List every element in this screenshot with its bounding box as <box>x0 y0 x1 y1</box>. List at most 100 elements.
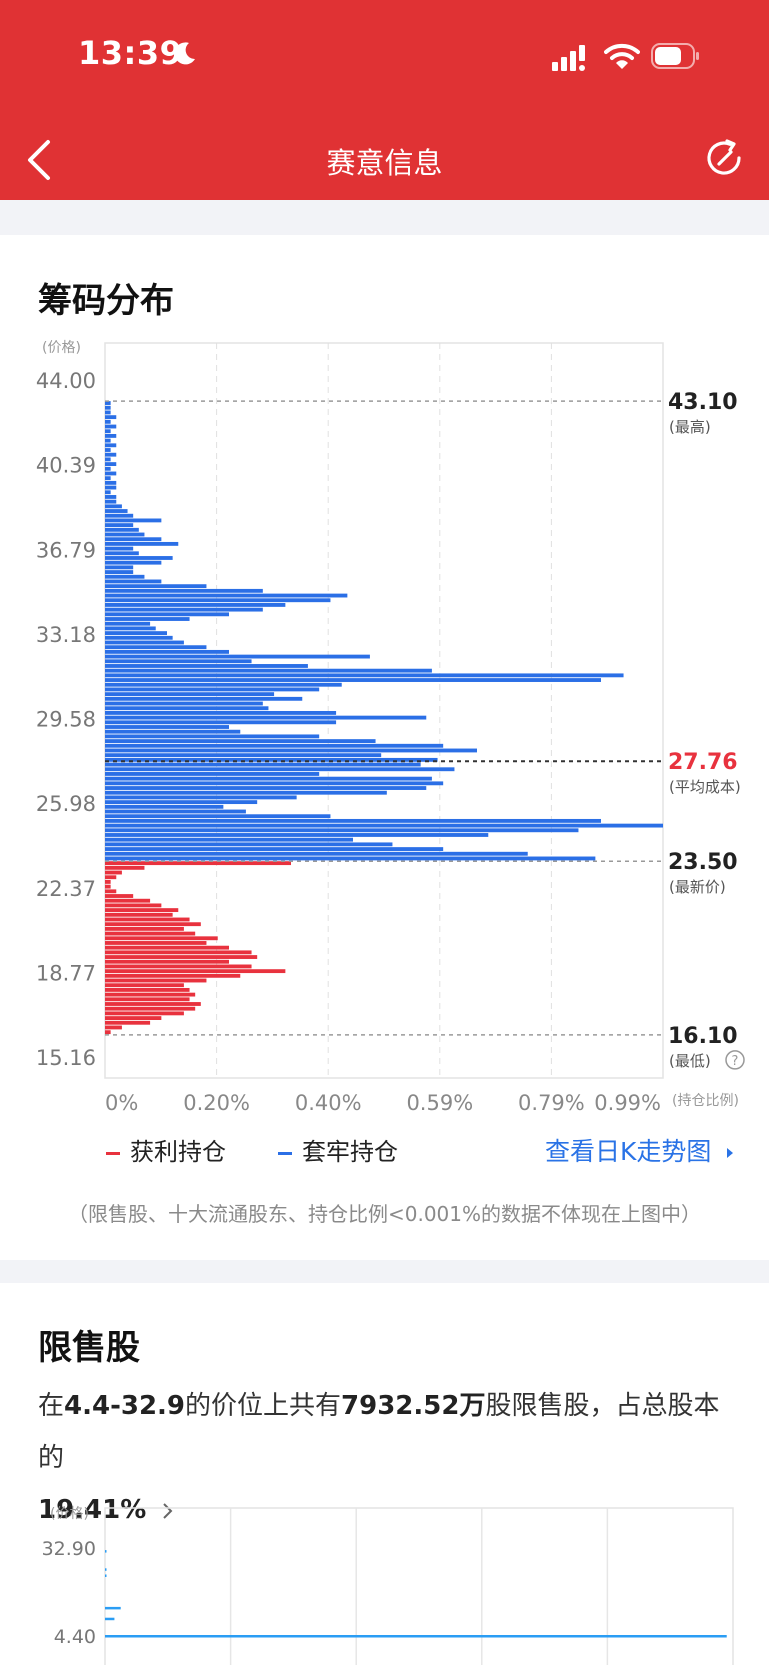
y-tick-label: 40.39 <box>36 454 96 478</box>
trapped-bar <box>105 804 224 809</box>
trapped-bar <box>105 842 393 847</box>
moon-icon <box>174 42 195 65</box>
desc-suffix: 股限售股，占总股本的 <box>38 1391 720 1473</box>
trapped-bar <box>105 847 444 851</box>
trapped-bar <box>105 419 111 424</box>
trapped-bar <box>105 405 111 410</box>
restricted-shares-card <box>0 1283 769 1665</box>
trapped-bar <box>105 424 117 429</box>
trapped-bar <box>105 588 263 593</box>
trapped-bar <box>105 710 337 715</box>
trapped-bar <box>105 556 173 560</box>
trapped-bar <box>105 631 167 636</box>
desc-percent: 19.41% <box>38 1495 147 1525</box>
x-tick-label: 0% <box>105 1091 138 1115</box>
trapped-bar <box>105 584 207 589</box>
trapped-bar <box>105 795 297 800</box>
trapped-bar <box>105 649 229 654</box>
view-daily-kline-link[interactable]: 查看日K走势图 <box>545 1132 735 1168</box>
status-time: 13:39 <box>78 34 183 72</box>
wifi-icon <box>604 43 640 69</box>
trapped-bar <box>105 579 162 584</box>
trapped-bar <box>105 415 117 420</box>
x-axis-label: (持仓比例) <box>672 1093 739 1109</box>
back-arrow-icon[interactable] <box>22 138 58 182</box>
desc-amount: 7932.52万 <box>341 1391 486 1421</box>
trapped-bar <box>105 541 179 546</box>
trapped-bar <box>105 748 477 753</box>
trapped-bar <box>105 781 444 786</box>
trapped-bar <box>105 790 387 795</box>
caret-right-icon <box>727 1148 734 1158</box>
trapped-bar <box>105 734 320 739</box>
trapped-bar <box>105 715 427 720</box>
marker-value: 16.10 <box>668 1024 738 1049</box>
profit-bar <box>105 987 190 992</box>
x-tick-label: 0.40% <box>295 1091 362 1115</box>
trapped-bar <box>105 443 117 448</box>
app-header: 13:39 赛意信息 <box>0 0 769 200</box>
trapped-bar <box>105 743 444 748</box>
profit-bar <box>105 950 252 955</box>
y-tick-label: 18.77 <box>36 961 96 985</box>
trapped-bar <box>105 696 303 701</box>
y-axis-label: (价格) <box>50 1506 89 1522</box>
trapped-bar <box>105 466 111 471</box>
trapped-bar <box>105 433 117 438</box>
profit-bar <box>105 912 173 917</box>
profit-bar <box>105 945 229 950</box>
trapped-bar <box>105 551 139 556</box>
trapped-bar <box>105 410 111 415</box>
profit-bar <box>105 926 184 931</box>
profit-bar <box>105 992 196 997</box>
trapped-bar <box>105 818 601 823</box>
legend-profit: 获利持仓 <box>106 1132 226 1167</box>
restricted-bar <box>105 1617 115 1621</box>
profit-bar <box>105 875 117 880</box>
trapped-bar <box>105 678 601 682</box>
section-title-chip-distribution: 筹码分布 <box>38 281 174 321</box>
trapped-bar <box>105 527 139 532</box>
y-tick-label: 29.58 <box>36 708 96 732</box>
trapped-bar <box>105 471 117 476</box>
marker-label: (最低) <box>669 1052 711 1070</box>
trapped-bar <box>105 607 263 612</box>
profit-bar <box>105 936 218 941</box>
nav-bar: 赛意信息 <box>0 110 769 200</box>
trapped-bar <box>105 513 134 518</box>
trapped-bar <box>105 518 162 523</box>
restricted-description[interactable]: 在4.4-32.9的价位上共有7932.52万股限售股，占总股本的 19.41% <box>38 1380 738 1536</box>
marker-value: 27.76 <box>668 750 738 775</box>
profit-bar <box>105 1002 201 1006</box>
trapped-bar <box>105 814 331 819</box>
trapped-bar <box>105 612 229 617</box>
profit-bar <box>105 884 111 889</box>
profit-bar <box>105 1011 184 1016</box>
trapped-bar <box>105 837 353 842</box>
profit-bar <box>105 931 196 936</box>
section-title-restricted: 限售股 <box>38 1328 140 1368</box>
profit-bar <box>105 983 184 988</box>
trapped-bar <box>105 706 269 711</box>
trapped-bar <box>105 570 134 574</box>
marker-label: (最高) <box>669 418 711 436</box>
y-tick-label: 4.40 <box>54 1626 96 1648</box>
trapped-bar <box>105 809 246 814</box>
profit-bar <box>105 964 252 969</box>
profit-bar <box>105 898 151 903</box>
y-tick-label: 33.18 <box>36 623 96 647</box>
desc-prefix: 在 <box>38 1391 65 1421</box>
trapped-bar <box>105 833 489 837</box>
profit-bar <box>105 861 291 866</box>
refresh-icon[interactable] <box>705 138 745 178</box>
plot-frame <box>104 342 664 1079</box>
help-icon <box>725 1050 745 1070</box>
view-daily-kline-label: 查看日K走势图 <box>545 1137 712 1166</box>
trapped-bar <box>105 504 122 509</box>
trapped-bar <box>105 537 162 542</box>
profit-bar <box>105 969 286 974</box>
trapped-bar <box>105 645 207 650</box>
profit-bar <box>105 922 201 927</box>
trapped-bar <box>105 640 184 645</box>
desc-mid: 的价位上共有 <box>185 1391 342 1421</box>
